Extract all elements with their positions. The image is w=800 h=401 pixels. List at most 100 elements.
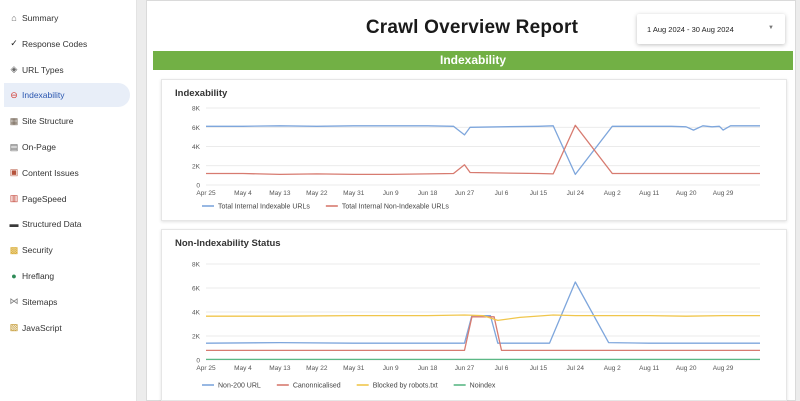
x-tick-label: Jul 15 (530, 365, 548, 372)
chevron-down-icon[interactable]: ▼ (768, 25, 774, 31)
speed-icon: ▥ (9, 193, 19, 204)
page-icon: ▤ (9, 141, 19, 152)
x-tick-label: Aug 20 (676, 365, 697, 372)
x-tick-label: Apr 25 (196, 365, 216, 372)
sidebar-item-label: Sitemaps (22, 296, 58, 307)
sidebar-item-structured-data[interactable]: ▬ Structured Data (4, 212, 130, 236)
y-tick-label: 6K (192, 125, 201, 132)
legend-label: Canonnicalised (293, 383, 341, 390)
x-tick-label: Jul 15 (530, 190, 548, 197)
x-tick-label: Jun 9 (383, 365, 399, 372)
y-tick-label: 6K (192, 286, 201, 293)
sidebar-item-label: Summary (22, 13, 59, 23)
y-tick-label: 8K (192, 262, 201, 269)
checkmark-icon: ✓ (10, 38, 18, 49)
x-tick-label: Aug 2 (604, 365, 621, 372)
legend-label: Non-200 URL (218, 383, 261, 390)
laptop-icon: ▬ (9, 218, 19, 229)
date-range-value: 1 Aug 2024 - 30 Aug 2024 (647, 24, 734, 34)
non-indexability-chart: 0 2K 4K 6K 8K Apr 25 May 4 May 13 May 22 May 31 Ju… (192, 262, 760, 390)
x-tick-label: Apr 25 (196, 190, 216, 197)
content-warning-icon: ▣ (9, 167, 19, 178)
legend-label: Total Internal Non-Indexable URLs (342, 204, 450, 211)
x-tick-label: Jun 27 (455, 190, 475, 197)
series-line-non-200-url (205, 281, 760, 344)
sidebar-item-label: JavaScript (22, 322, 62, 333)
indexability-chart: 0 2K 4K 6K 8K Apr 25 May 4 May 13 May 22 May 31 Ju… (192, 106, 760, 211)
chart-title: Non-Indexability Status (175, 238, 281, 249)
sidebar: ⌂ Summary ✓ Response Codes ◈ URL Types ⊖ Indexa… (0, 0, 137, 401)
sidebar-item-label: Structured Data (22, 219, 82, 230)
sitemap-icon: ⋈ (9, 296, 19, 307)
series-line-total-internal-indexable-urls (206, 125, 760, 176)
x-tick-label: Aug 20 (676, 190, 697, 197)
sidebar-item-label: Hreflang (22, 271, 55, 281)
sidebar-item-label: On-Page (22, 142, 57, 152)
x-tick-label: May 4 (234, 365, 252, 372)
y-tick-label: 4K (192, 310, 201, 317)
x-tick-label: Aug 11 (639, 190, 660, 197)
sidebar-item-label: URL Types (22, 64, 64, 75)
legend-label: Noindex (470, 383, 496, 390)
sidebar-item-response-codes[interactable]: ✓ Response Codes (4, 32, 130, 56)
globe-icon: ● (11, 270, 17, 281)
sidebar-item-label: PageSpeed (22, 193, 67, 204)
x-tick-label: May 22 (306, 365, 328, 372)
chart-title: Indexability (175, 88, 228, 99)
sidebar-item-summary[interactable]: ⌂ Summary (4, 6, 130, 30)
series-line-total-internal-non-indexable-urls (206, 124, 760, 176)
sidebar-item-label: Site Structure (22, 116, 74, 127)
y-tick-label: 2K (192, 334, 201, 341)
legend-item[interactable]: Total Internal Non-Indexable URLs (325, 204, 450, 211)
x-tick-label: Jun 18 (418, 190, 438, 197)
x-tick-label: Jun 9 (383, 190, 399, 197)
script-icon: ▧ (9, 322, 19, 333)
sidebar-item-javascript[interactable]: ▧ JavaScript (4, 316, 130, 340)
x-tick-label: Jul 24 (567, 190, 585, 197)
sidebar-item-hreflang[interactable]: ● Hreflang (4, 264, 130, 288)
x-tick-label: May 4 (234, 190, 252, 197)
legend-item[interactable]: Noindex (453, 383, 496, 390)
sidebar-item-sitemaps[interactable]: ⋈ Sitemaps (4, 290, 130, 314)
legend-label: Blocked by robots.txt (373, 383, 438, 390)
legend-item[interactable]: Non-200 URL (202, 383, 261, 390)
legend-item[interactable]: Total Internal Indexable URLs (202, 204, 310, 211)
x-tick-label: May 31 (343, 365, 365, 372)
x-tick-label: Jul 6 (495, 365, 509, 372)
sidebar-item-label: Indexability (22, 90, 65, 101)
section-band: Indexability (153, 51, 793, 70)
x-tick-label: Aug 2 (604, 190, 621, 197)
date-range-select[interactable]: 1 Aug 2024 - 30 Aug 2024 ▼ (637, 14, 785, 44)
series-line-canonnicalised (206, 316, 760, 352)
non-indexability-chart-panel: Non-Indexability Status 0 2K 4K 6K 8K Apr 25 M… (161, 229, 787, 401)
sidebar-item-security[interactable]: ▩ Security (4, 238, 130, 262)
x-tick-label: Jun 18 (418, 365, 438, 372)
x-tick-label: May 13 (269, 365, 291, 372)
x-tick-label: Jul 24 (567, 365, 585, 372)
sidebar-item-label: Security (22, 245, 53, 256)
x-tick-label: Aug 29 (713, 365, 734, 372)
legend-item[interactable]: Canonnicalised (276, 383, 341, 390)
sidebar-item-on-page[interactable]: ▤ On-Page (4, 135, 130, 159)
sidebar-item-label: Content Issues (22, 167, 79, 178)
sidebar-item-url-types[interactable]: ◈ URL Types (4, 58, 130, 82)
legend-item[interactable]: Blocked by robots.txt (356, 383, 438, 390)
sidebar-item-site-structure[interactable]: ▦ Site Structure (4, 109, 130, 133)
no-entry-icon: ⊖ (10, 89, 18, 100)
x-tick-label: Aug 11 (639, 365, 660, 372)
indexability-chart-panel: Indexability 0 2K 4K 6K 8K Apr 25 May 4 May 13 M… (161, 79, 787, 221)
page-title: Crawl Overview Report (365, 17, 579, 38)
y-tick-label: 0 (196, 183, 200, 190)
y-tick-label: 2K (192, 163, 201, 170)
x-tick-label: May 22 (306, 190, 328, 197)
x-tick-label: May 31 (343, 190, 365, 197)
house-icon: ⌂ (11, 12, 17, 23)
lock-icon: ▩ (9, 244, 19, 255)
x-tick-label: Jul 6 (495, 190, 509, 197)
sidebar-item-content-issues[interactable]: ▣ Content Issues (4, 161, 130, 185)
x-tick-label: Jun 27 (455, 365, 475, 372)
sidebar-item-pagespeed[interactable]: ▥ PageSpeed (4, 187, 130, 211)
sidebar-item-indexability[interactable]: ⊖ Indexability (4, 83, 130, 108)
series-line-blocked-by-robots-txt (206, 314, 760, 322)
sidebar-item-label: Response Codes (22, 38, 88, 49)
